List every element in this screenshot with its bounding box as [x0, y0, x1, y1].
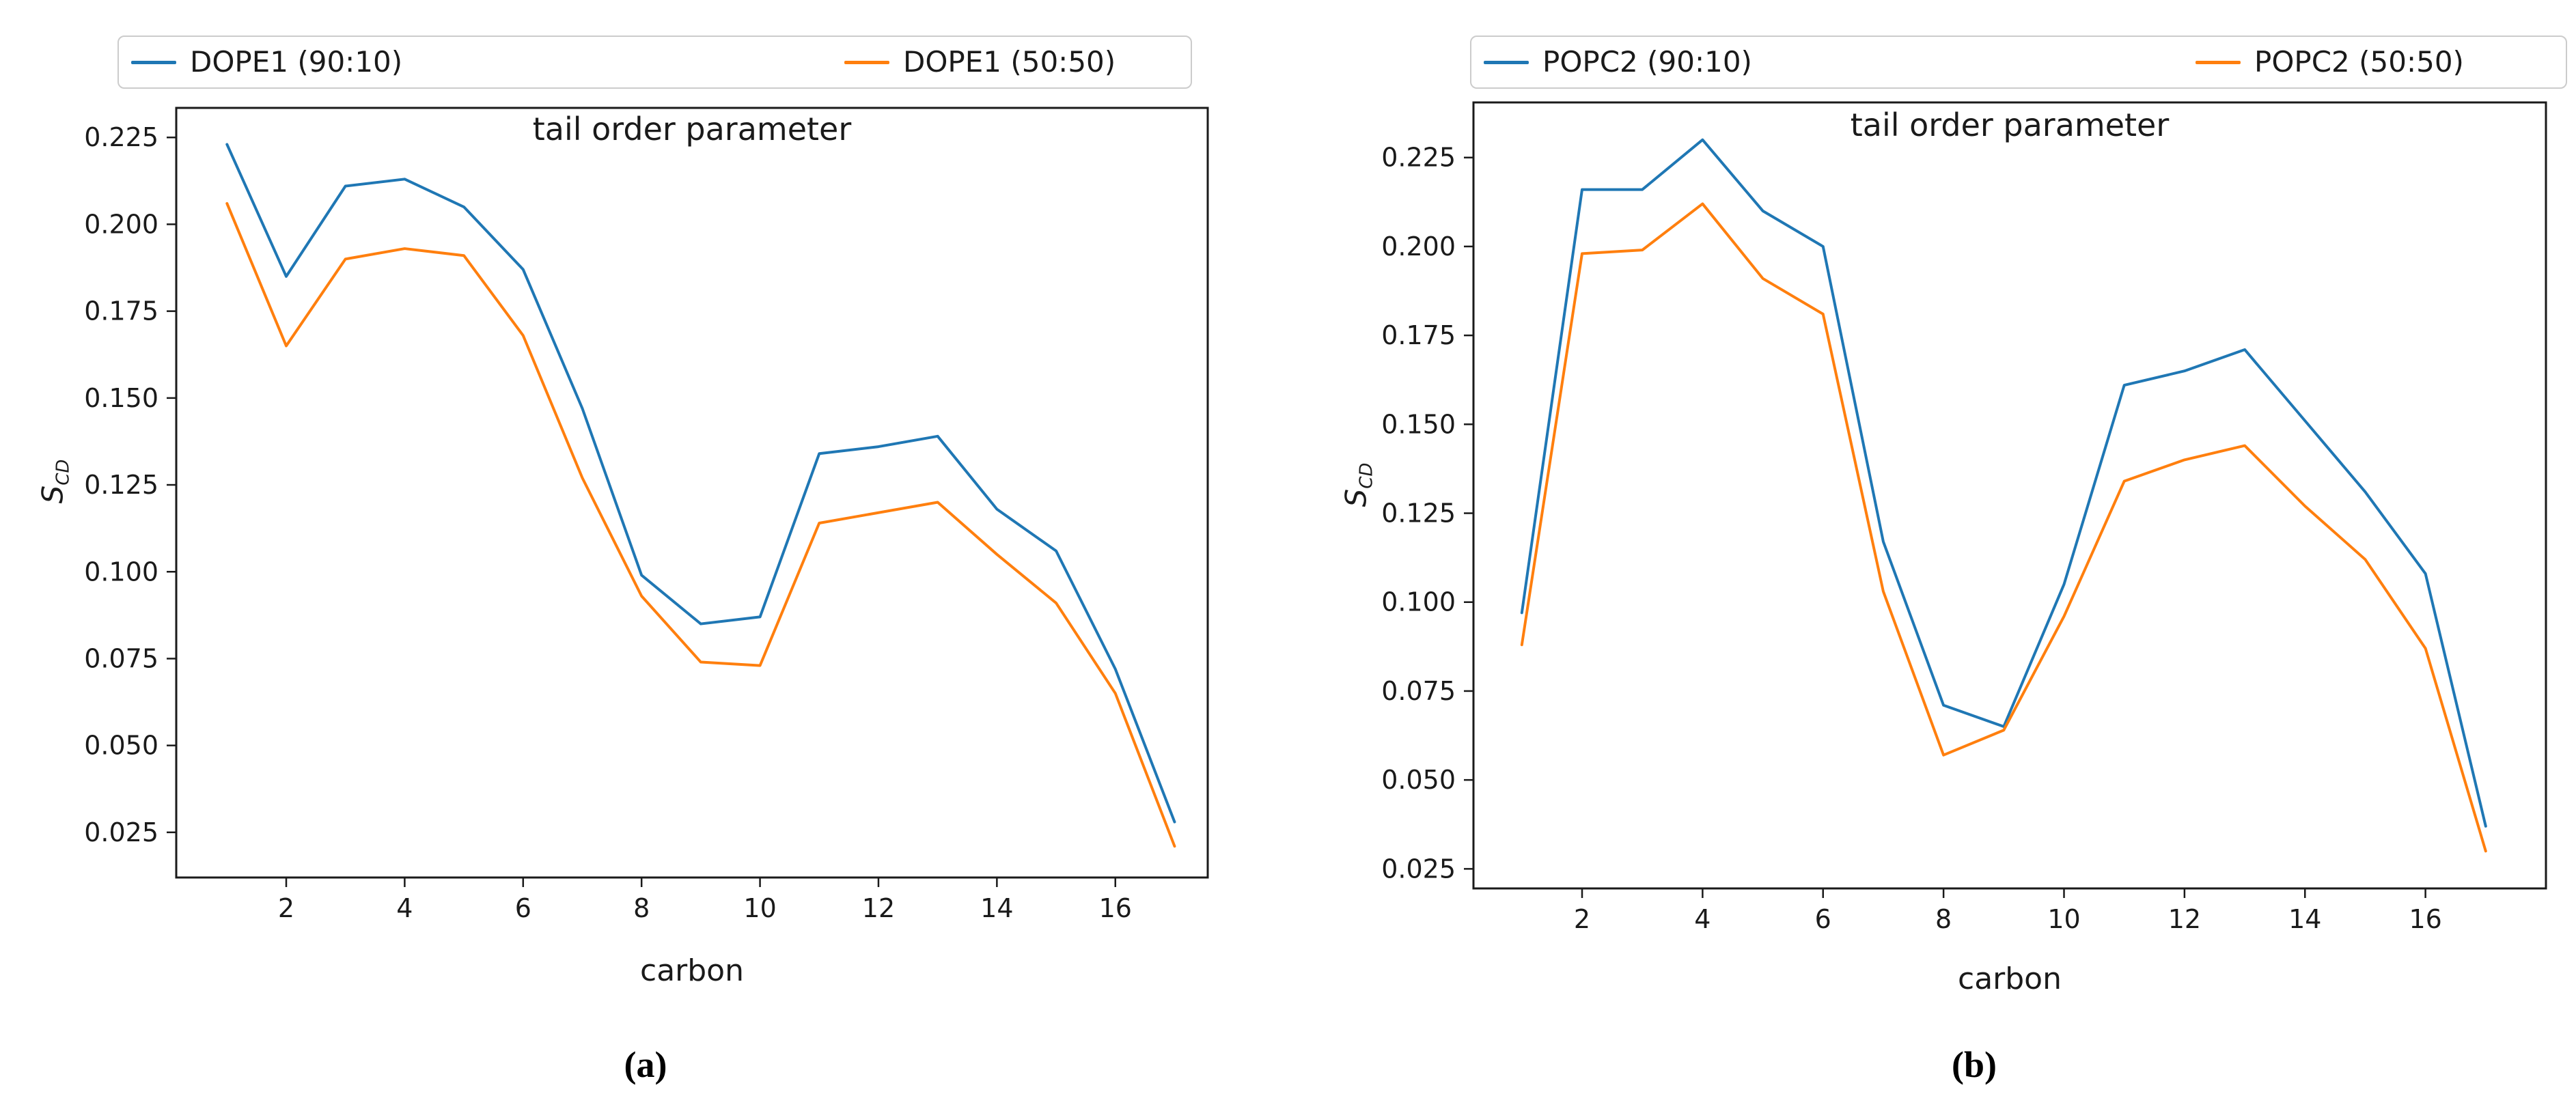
chart-title-b: tail order parameter [1850, 107, 2170, 143]
y-tick-label: 0.150 [84, 383, 158, 413]
y-tick-label: 0.225 [84, 122, 158, 152]
y-axis-label-b: SCD [1339, 462, 1377, 507]
y-tick-label: 0.100 [1381, 587, 1456, 617]
x-tick-label: 4 [1694, 904, 1711, 934]
x-tick-label: 6 [515, 893, 531, 923]
y-tick-label: 0.225 [1381, 143, 1456, 173]
x-tick-label: 12 [862, 893, 895, 923]
legend-entry: POPC2 (50:50) [2196, 37, 2464, 87]
legend-entry: DOPE1 (90:10) [131, 37, 402, 87]
y-tick-label: 0.050 [1381, 765, 1456, 795]
x-tick-label: 10 [743, 893, 776, 923]
legend-box-b: POPC2 (90:10) POPC2 (50:50) [1470, 36, 2567, 89]
y-tick-label: 0.200 [84, 209, 158, 239]
x-tick-label: 16 [1099, 893, 1132, 923]
y-tick-label: 0.175 [84, 296, 158, 326]
y-tick-label: 0.025 [84, 817, 158, 847]
chart-title-a: tail order parameter [532, 111, 852, 148]
x-tick-label: 4 [396, 893, 413, 923]
x-tick-label: 2 [1574, 904, 1590, 934]
x-tick-label: 14 [2288, 904, 2321, 934]
series-line [1520, 138, 2487, 828]
y-tick-label: 0.100 [84, 557, 158, 587]
x-tick-label: 8 [1935, 904, 1952, 934]
x-tick-label: 10 [2047, 904, 2080, 934]
x-tick-label: 8 [633, 893, 650, 923]
y-tick-label: 0.200 [1381, 231, 1456, 262]
y-tick-label: 0.075 [1381, 676, 1456, 706]
plot-border [175, 107, 1209, 879]
x-tick-label: 16 [2409, 904, 2441, 934]
legend-line-swatch [2196, 60, 2241, 64]
chart-panel: 2 4 6 8 10 12 14 16 0.225 0.200 0.175 0.150 0.125 0.1… [1381, 101, 2547, 934]
y-tick-label: 0.150 [1381, 409, 1456, 439]
series-line [1520, 202, 2487, 853]
x-tick-label: 12 [2168, 904, 2201, 934]
legend-label: POPC2 (90:10) [1542, 45, 1752, 79]
x-tick-label: 2 [278, 893, 294, 923]
y-tick-label: 0.025 [1381, 854, 1456, 884]
x-axis-label-b: carbon [1958, 961, 2062, 996]
y-tick-label: 0.075 [84, 643, 158, 673]
legend-line-swatch [1484, 60, 1529, 64]
y-tick-label: 0.125 [84, 470, 158, 500]
legend-line-swatch [131, 60, 176, 64]
subfigure-caption-a: (a) [624, 1044, 667, 1085]
x-tick-label: 14 [980, 893, 1013, 923]
legend-label: DOPE1 (90:10) [190, 45, 403, 79]
y-tick-label: 0.050 [84, 731, 158, 761]
subfigure-caption-b: (b) [1952, 1044, 1997, 1085]
plot-border [1472, 101, 2547, 890]
legend-line-swatch [844, 60, 889, 64]
x-axis-label-a: carbon [640, 953, 744, 988]
x-tick-label: 6 [1815, 904, 1831, 934]
legend-label: DOPE1 (50:50) [903, 45, 1116, 79]
y-tick-label: 0.125 [1381, 499, 1456, 529]
series-line [225, 143, 1176, 824]
chart-panel: 2 4 6 8 10 12 14 16 0.225 0.200 0.175 0.150 0.125 0.1… [84, 107, 1209, 923]
y-axis-label-a: SCD [36, 459, 74, 504]
y-tick-label: 0.175 [1381, 320, 1456, 350]
legend-entry: DOPE1 (50:50) [844, 37, 1116, 87]
legend-label: POPC2 (50:50) [2254, 45, 2464, 79]
legend-box-a: DOPE1 (90:10) DOPE1 (50:50) [117, 36, 1192, 89]
legend-entry: POPC2 (90:10) [1484, 37, 1752, 87]
series-line [225, 201, 1176, 848]
